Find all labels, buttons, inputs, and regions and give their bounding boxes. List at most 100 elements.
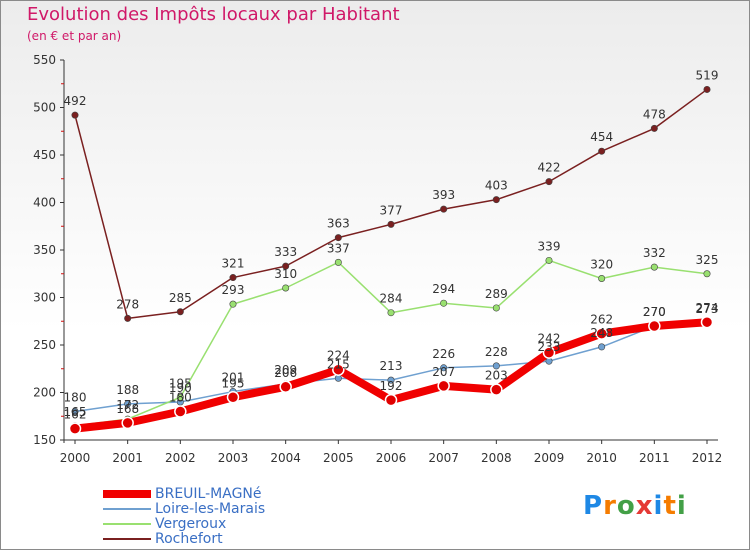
proxiti-logo: Proxiti xyxy=(583,491,687,521)
legend-label: Loire-les-Marais xyxy=(155,501,266,517)
legend-item: Vergeroux xyxy=(103,516,226,532)
data-label: 209 xyxy=(274,363,297,377)
data-point xyxy=(650,124,658,132)
data-label: 228 xyxy=(485,345,508,359)
data-point xyxy=(545,178,553,186)
data-label: 242 xyxy=(538,332,561,346)
data-label: 454 xyxy=(590,130,613,144)
data-label: 190 xyxy=(169,381,192,395)
data-label: 165 xyxy=(64,405,87,419)
data-point xyxy=(703,85,711,93)
data-point xyxy=(492,196,500,204)
data-label: 325 xyxy=(696,253,719,267)
y-tick-label: 400 xyxy=(33,196,56,210)
x-tick-label: 2007 xyxy=(428,451,459,465)
data-label: 339 xyxy=(538,239,561,253)
data-point xyxy=(492,362,500,370)
legend-swatch xyxy=(103,523,151,525)
data-label: 248 xyxy=(590,326,613,340)
x-tick-label: 2005 xyxy=(323,451,354,465)
data-point xyxy=(650,263,658,271)
logo-letter: x xyxy=(635,491,654,521)
logo-letter: i xyxy=(676,491,687,521)
data-label: 377 xyxy=(380,203,403,217)
data-label: 363 xyxy=(327,217,350,231)
data-label: 270 xyxy=(643,305,666,319)
data-point xyxy=(542,346,556,359)
data-point xyxy=(124,314,132,322)
data-label: 213 xyxy=(380,359,403,373)
x-tick-label: 2010 xyxy=(586,451,617,465)
data-label: 321 xyxy=(222,257,245,271)
legend-swatch xyxy=(103,508,151,510)
x-tick-label: 2011 xyxy=(639,451,670,465)
data-point xyxy=(71,111,79,119)
chart-subtitle: (en € et par an) xyxy=(27,29,122,43)
data-label: 492 xyxy=(64,94,87,108)
legend-swatch xyxy=(103,490,151,498)
legend-label: Vergeroux xyxy=(155,516,227,532)
y-tick-label: 250 xyxy=(33,338,56,352)
data-point xyxy=(384,393,398,407)
data-label: 320 xyxy=(590,258,613,272)
data-label: 201 xyxy=(222,371,245,385)
data-point xyxy=(176,393,184,401)
legend-swatch xyxy=(103,538,151,540)
y-tick-label: 150 xyxy=(33,433,56,447)
data-label: 233 xyxy=(538,340,561,354)
y-tick-label: 550 xyxy=(33,53,56,67)
data-point xyxy=(545,256,553,264)
data-label: 270 xyxy=(643,305,666,319)
data-point xyxy=(387,309,395,317)
logo-letter: t xyxy=(663,491,677,521)
data-label: 162 xyxy=(64,408,87,422)
x-tick-label: 2000 xyxy=(60,451,91,465)
x-tick-label: 2008 xyxy=(481,451,512,465)
data-point xyxy=(700,315,714,329)
data-label: 172 xyxy=(116,398,139,412)
data-point xyxy=(229,274,237,282)
data-point xyxy=(68,422,82,435)
data-point xyxy=(124,400,132,408)
data-label: 180 xyxy=(169,391,192,405)
data-point xyxy=(282,262,290,270)
data-point xyxy=(598,147,606,155)
data-label: 215 xyxy=(327,357,350,371)
data-label: 294 xyxy=(432,282,455,296)
data-label: 192 xyxy=(380,379,403,393)
data-point xyxy=(648,319,661,333)
data-point xyxy=(598,343,606,351)
data-label: 207 xyxy=(432,365,455,379)
data-point xyxy=(121,416,134,430)
data-label: 293 xyxy=(222,283,245,297)
x-tick-label: 2004 xyxy=(270,451,301,465)
data-label: 403 xyxy=(485,179,508,193)
data-point xyxy=(703,270,711,278)
data-label: 168 xyxy=(116,402,139,416)
data-label: 188 xyxy=(116,383,139,397)
data-label: 203 xyxy=(485,369,508,383)
y-tick-label: 300 xyxy=(33,291,56,305)
x-tick-label: 2003 xyxy=(218,451,249,465)
legend-label: BREUIL-MAGNé xyxy=(155,486,262,502)
legend-item: Rochefort xyxy=(103,531,223,547)
data-label: 393 xyxy=(432,188,455,202)
data-point xyxy=(334,234,342,242)
data-point xyxy=(71,407,79,415)
data-label: 262 xyxy=(590,313,613,327)
legend-item: BREUIL-MAGNé xyxy=(103,486,262,502)
chart-title: Evolution des Impôts locaux par Habitant xyxy=(27,4,400,25)
data-label: 332 xyxy=(643,246,666,260)
data-label: 519 xyxy=(696,68,719,82)
data-label: 274 xyxy=(696,301,719,315)
data-label: 310 xyxy=(274,267,297,281)
data-label: 278 xyxy=(116,297,139,311)
logo-letter: o xyxy=(616,491,636,521)
data-point xyxy=(176,308,184,316)
data-label: 478 xyxy=(643,107,666,121)
data-label: 195 xyxy=(222,376,245,390)
data-point xyxy=(492,304,500,312)
x-tick-label: 2001 xyxy=(112,451,143,465)
